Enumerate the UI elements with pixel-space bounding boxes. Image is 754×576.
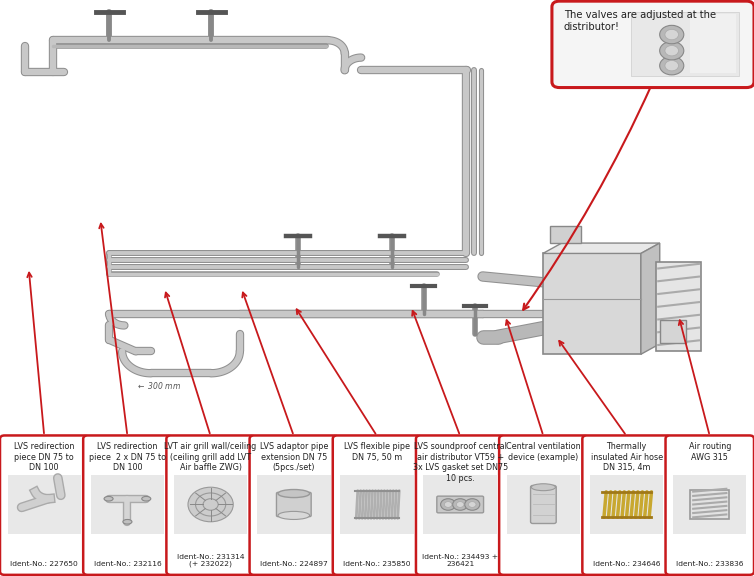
Circle shape: [203, 499, 218, 510]
Ellipse shape: [278, 511, 310, 520]
FancyBboxPatch shape: [656, 262, 701, 351]
Text: Ident-No.: 232116: Ident-No.: 232116: [93, 562, 161, 567]
Text: LVS soundproof central
air distributor VT59 +
3x LVS gasket set DN75
10 pcs.: LVS soundproof central air distributor V…: [412, 442, 507, 483]
Circle shape: [188, 487, 233, 522]
Text: Ident-No.: 234646: Ident-No.: 234646: [593, 562, 661, 567]
Circle shape: [665, 29, 679, 40]
Circle shape: [195, 493, 225, 516]
FancyBboxPatch shape: [8, 475, 81, 535]
Text: The valves are adjusted at the
distributor!: The valves are adjusted at the distribut…: [564, 10, 716, 32]
Circle shape: [665, 46, 679, 56]
FancyBboxPatch shape: [277, 492, 311, 517]
Circle shape: [444, 502, 452, 507]
Text: Air routing
AWG 315: Air routing AWG 315: [688, 442, 731, 462]
FancyBboxPatch shape: [590, 475, 664, 535]
Text: Ident-No.: 235850: Ident-No.: 235850: [343, 562, 411, 567]
Circle shape: [665, 60, 679, 71]
FancyBboxPatch shape: [690, 14, 736, 73]
Circle shape: [660, 25, 684, 44]
Text: Ident-No.: 233836: Ident-No.: 233836: [676, 562, 743, 567]
Text: Ident-No.: 234493 +
236421: Ident-No.: 234493 + 236421: [422, 554, 498, 567]
Text: LVS flexible pipe
DN 75, 50 m: LVS flexible pipe DN 75, 50 m: [344, 442, 410, 462]
Circle shape: [456, 502, 464, 507]
Circle shape: [464, 499, 480, 510]
FancyBboxPatch shape: [673, 475, 746, 535]
Circle shape: [660, 41, 684, 60]
FancyBboxPatch shape: [257, 475, 330, 535]
Ellipse shape: [123, 520, 132, 524]
FancyBboxPatch shape: [424, 475, 497, 535]
FancyBboxPatch shape: [582, 435, 671, 575]
FancyBboxPatch shape: [333, 435, 421, 575]
Polygon shape: [543, 243, 660, 253]
Text: LVS redirection
piece DN 75 to
DN 100: LVS redirection piece DN 75 to DN 100: [14, 442, 75, 472]
FancyBboxPatch shape: [340, 475, 414, 535]
Text: LVS redirection
piece  2 x DN 75 to
DN 100: LVS redirection piece 2 x DN 75 to DN 10…: [89, 442, 166, 472]
Text: $\leftarrow$ 300 mm: $\leftarrow$ 300 mm: [136, 380, 181, 391]
Text: Thermally
insulated Air hose
DN 315, 4m: Thermally insulated Air hose DN 315, 4m: [590, 442, 663, 472]
Text: LVS adaptor pipe
extension DN 75
(5pcs./set): LVS adaptor pipe extension DN 75 (5pcs./…: [259, 442, 328, 472]
FancyBboxPatch shape: [666, 435, 754, 575]
FancyBboxPatch shape: [437, 496, 483, 513]
FancyBboxPatch shape: [0, 435, 88, 575]
Circle shape: [440, 499, 455, 510]
FancyBboxPatch shape: [660, 320, 686, 343]
FancyBboxPatch shape: [543, 253, 641, 354]
Circle shape: [452, 499, 467, 510]
Circle shape: [468, 502, 476, 507]
FancyBboxPatch shape: [507, 475, 580, 535]
Text: Ident-No.: 231314
(+ 232022): Ident-No.: 231314 (+ 232022): [177, 554, 244, 567]
Ellipse shape: [104, 497, 113, 501]
FancyBboxPatch shape: [416, 435, 504, 575]
FancyBboxPatch shape: [690, 490, 729, 520]
FancyBboxPatch shape: [250, 435, 338, 575]
FancyBboxPatch shape: [552, 1, 754, 88]
FancyBboxPatch shape: [550, 226, 581, 243]
Text: Ident-No.: 224897: Ident-No.: 224897: [260, 562, 328, 567]
Ellipse shape: [278, 490, 310, 498]
FancyBboxPatch shape: [174, 475, 247, 535]
FancyBboxPatch shape: [499, 435, 587, 575]
Text: Central ventilation
device (example): Central ventilation device (example): [506, 442, 581, 462]
FancyBboxPatch shape: [83, 435, 172, 575]
Text: Ident-No.: 227650: Ident-No.: 227650: [11, 562, 78, 567]
FancyBboxPatch shape: [531, 486, 556, 524]
Circle shape: [660, 56, 684, 75]
FancyBboxPatch shape: [167, 435, 255, 575]
Ellipse shape: [532, 484, 556, 491]
Ellipse shape: [142, 497, 151, 501]
FancyBboxPatch shape: [90, 475, 164, 535]
Polygon shape: [641, 243, 660, 354]
FancyBboxPatch shape: [630, 12, 739, 76]
Text: LVT air grill wall/ceiling
(ceiling grill add LVT
Air baffle ZWG): LVT air grill wall/ceiling (ceiling gril…: [164, 442, 257, 472]
